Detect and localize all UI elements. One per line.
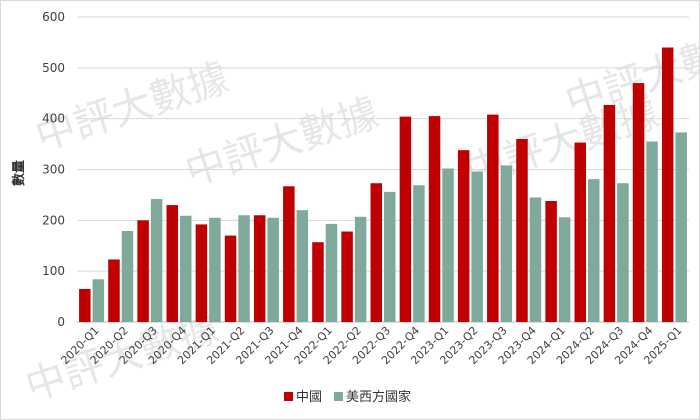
bar-china — [399, 116, 412, 322]
bar-western-countries — [471, 171, 483, 322]
bar-western-countries — [180, 215, 192, 322]
bar-china — [632, 83, 645, 322]
bar-china — [457, 150, 470, 322]
bar-china — [312, 242, 324, 322]
bar-western-countries — [150, 198, 163, 322]
legend-swatch — [284, 392, 293, 401]
bar-china — [108, 259, 120, 322]
bar-western-countries — [325, 223, 338, 322]
y-axis-label: 數量 — [11, 160, 27, 186]
bar-western-countries — [529, 197, 542, 322]
bar-china — [516, 139, 528, 322]
bar-china — [224, 235, 237, 322]
bar-western-countries — [588, 179, 600, 322]
bar-western-countries — [238, 215, 250, 322]
bar-china — [79, 288, 91, 322]
legend-label: 美西方國家 — [346, 389, 411, 405]
bar-western-countries — [354, 216, 367, 322]
y-tick-label: 100 — [42, 264, 65, 278]
bar-western-countries — [646, 141, 658, 322]
bar-china — [166, 205, 178, 322]
bar-china — [283, 186, 295, 322]
bar-western-countries — [500, 165, 513, 322]
y-tick-label: 600 — [42, 10, 65, 24]
legend: 中國 美西方國家 — [284, 389, 411, 405]
bar-western-countries — [209, 217, 221, 322]
y-tick-label: 200 — [42, 213, 65, 227]
y-axis-ticks: 0 100 200 300 400 500 600 — [42, 10, 65, 329]
y-tick-label: 300 — [42, 163, 65, 177]
bar-china — [603, 104, 616, 322]
bar-western-countries — [267, 217, 279, 322]
bar-western-countries — [121, 231, 134, 322]
bar-china — [428, 116, 441, 322]
bar-china — [370, 183, 382, 322]
bar-western-countries — [384, 191, 396, 322]
bar-western-countries — [442, 168, 454, 322]
bar-western-countries — [92, 279, 105, 322]
bar-western-countries — [558, 217, 571, 322]
bar-western-countries — [675, 132, 687, 322]
bar-china — [661, 47, 674, 322]
legend-swatch — [334, 392, 343, 401]
bars-layer — [79, 47, 687, 322]
y-tick-label: 500 — [42, 61, 65, 75]
bar-china — [195, 224, 208, 322]
bar-china — [545, 201, 557, 322]
bar-western-countries — [617, 183, 629, 322]
bar-china — [341, 231, 353, 322]
bar-china — [137, 220, 149, 322]
bar-china — [574, 142, 586, 322]
bar-china — [253, 215, 266, 322]
bar-china — [487, 114, 499, 322]
bar-western-countries — [296, 210, 309, 322]
gridlines — [77, 16, 689, 323]
y-tick-label: 400 — [42, 112, 65, 126]
y-tick-label: 0 — [57, 315, 65, 329]
legend-label: 中國 — [296, 390, 322, 405]
bar-western-countries — [413, 185, 425, 322]
